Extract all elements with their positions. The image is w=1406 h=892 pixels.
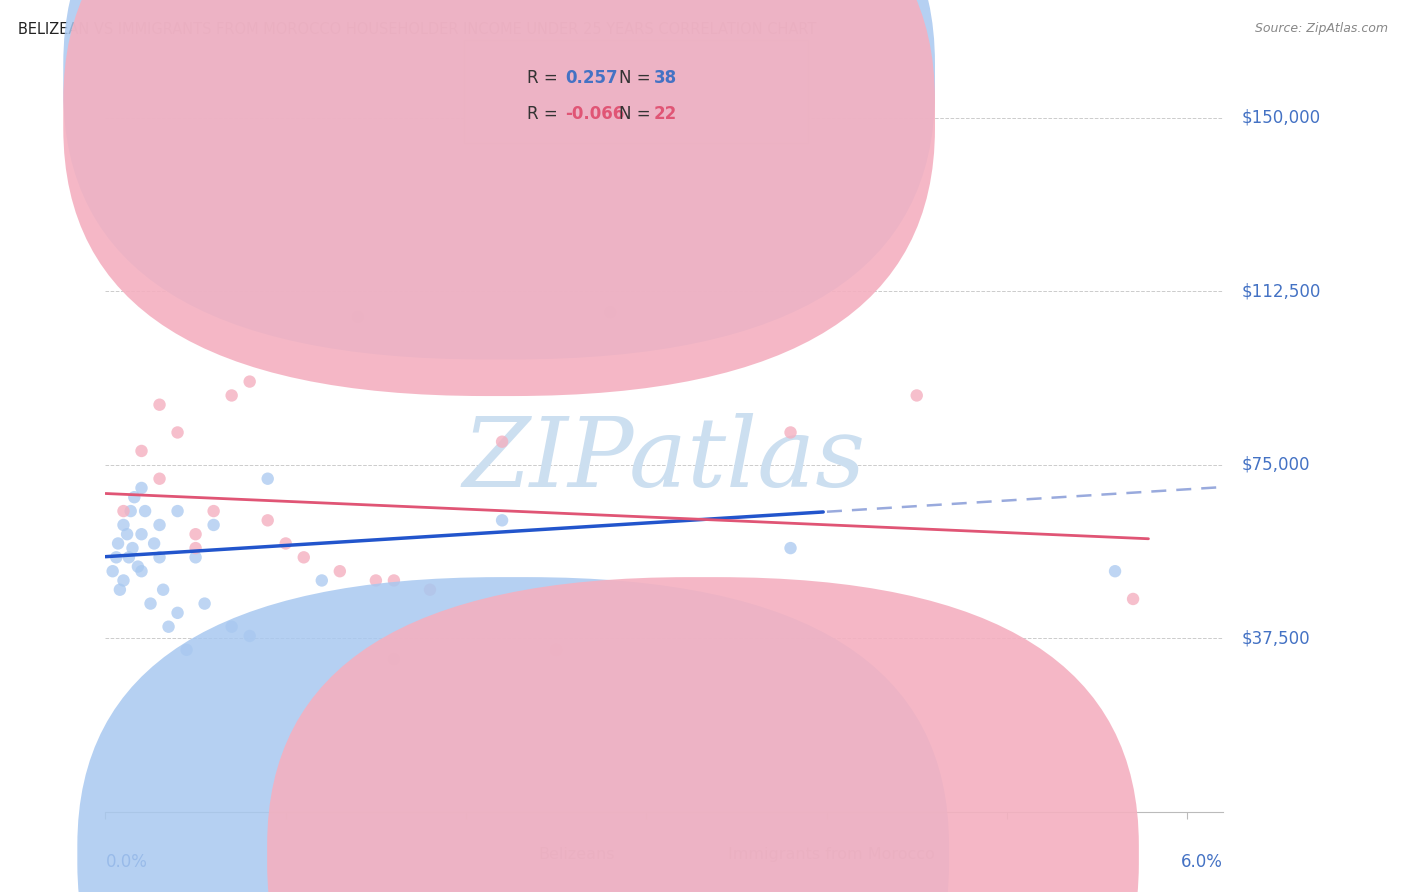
Point xyxy=(176,643,198,657)
Point xyxy=(292,550,315,565)
Point xyxy=(194,597,217,611)
Text: Immigrants from Morocco: Immigrants from Morocco xyxy=(728,847,935,862)
Point xyxy=(131,444,153,458)
Point xyxy=(347,310,370,324)
Text: $150,000: $150,000 xyxy=(1241,109,1320,127)
Point xyxy=(1104,564,1126,578)
Point xyxy=(184,541,207,555)
Point xyxy=(148,472,170,486)
Point xyxy=(101,564,124,578)
Text: $112,500: $112,500 xyxy=(1241,283,1320,301)
Text: R =: R = xyxy=(527,69,564,87)
Point xyxy=(148,518,170,533)
Point xyxy=(779,425,801,440)
Point xyxy=(202,504,225,518)
Text: 6.0%: 6.0% xyxy=(1181,854,1223,871)
Point xyxy=(184,527,207,541)
Point xyxy=(329,564,352,578)
Point xyxy=(139,597,162,611)
Point xyxy=(221,620,243,634)
Point xyxy=(419,582,441,597)
Point xyxy=(546,643,568,657)
Text: N =: N = xyxy=(619,69,655,87)
Point xyxy=(166,504,188,518)
Text: 38: 38 xyxy=(654,69,676,87)
Point xyxy=(127,559,149,574)
Point xyxy=(166,606,188,620)
Point xyxy=(256,472,278,486)
Point xyxy=(121,541,143,555)
Point xyxy=(239,375,262,389)
Point xyxy=(112,574,135,588)
Point xyxy=(134,504,156,518)
Point xyxy=(152,582,174,597)
Point xyxy=(112,518,135,533)
Point xyxy=(905,388,928,402)
Text: R =: R = xyxy=(527,105,564,123)
Text: Source: ZipAtlas.com: Source: ZipAtlas.com xyxy=(1254,22,1388,36)
Point xyxy=(131,564,153,578)
Point xyxy=(491,434,513,449)
Point xyxy=(148,550,170,565)
Point xyxy=(274,536,297,550)
Point xyxy=(105,550,128,565)
Point xyxy=(157,620,180,634)
Point xyxy=(311,574,333,588)
Point xyxy=(1122,591,1144,606)
Point xyxy=(239,629,262,643)
Point xyxy=(382,652,405,666)
Point xyxy=(143,536,166,550)
Text: 0.257: 0.257 xyxy=(565,69,617,87)
Point xyxy=(148,398,170,412)
Text: Belizeans: Belizeans xyxy=(538,847,614,862)
Point xyxy=(221,388,243,402)
Point xyxy=(779,541,801,555)
Point xyxy=(599,305,621,319)
Point xyxy=(112,504,135,518)
Point xyxy=(118,550,141,565)
Text: ZIPatlas: ZIPatlas xyxy=(463,413,866,507)
Point xyxy=(491,513,513,527)
Text: N =: N = xyxy=(619,105,655,123)
Point xyxy=(131,527,153,541)
Text: 22: 22 xyxy=(654,105,678,123)
Point xyxy=(202,518,225,533)
Point xyxy=(124,490,146,504)
Point xyxy=(108,582,131,597)
Point xyxy=(382,574,405,588)
Text: BELIZEAN VS IMMIGRANTS FROM MOROCCO HOUSEHOLDER INCOME UNDER 25 YEARS CORRELATIO: BELIZEAN VS IMMIGRANTS FROM MOROCCO HOUS… xyxy=(18,22,817,37)
Point xyxy=(131,481,153,495)
Point xyxy=(184,550,207,565)
Point xyxy=(256,513,278,527)
Text: $75,000: $75,000 xyxy=(1241,456,1310,474)
Point xyxy=(166,425,188,440)
Point xyxy=(115,527,138,541)
Text: $37,500: $37,500 xyxy=(1241,629,1310,648)
Point xyxy=(120,504,142,518)
Point xyxy=(364,574,387,588)
Text: 0.0%: 0.0% xyxy=(105,854,148,871)
Text: -0.066: -0.066 xyxy=(565,105,624,123)
Point xyxy=(107,536,129,550)
